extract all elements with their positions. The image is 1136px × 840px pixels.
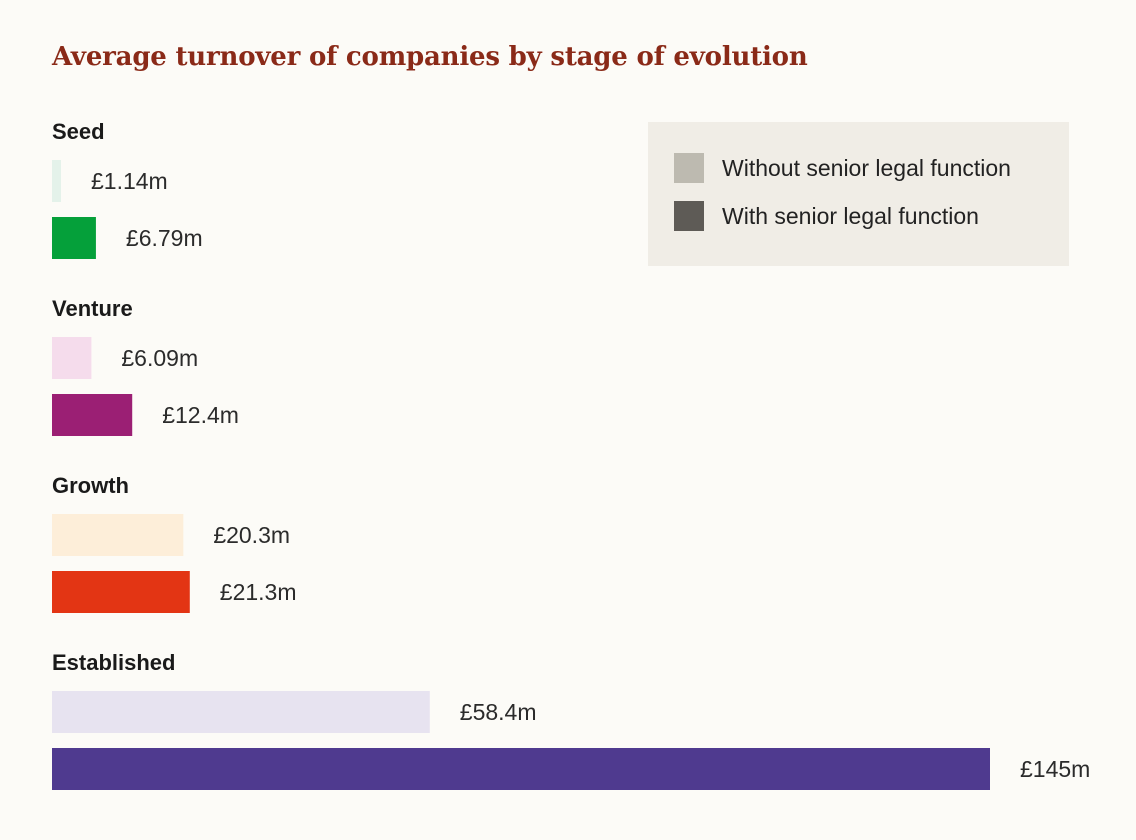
value-label-seed-without: £1.14m xyxy=(91,168,168,194)
legend-label-with: With senior legal function xyxy=(722,202,979,229)
value-label-growth-with: £21.3m xyxy=(220,579,297,605)
bar-established-with xyxy=(52,748,990,790)
legend-item-without: Without senior legal function xyxy=(674,153,1011,183)
bar-seed-with xyxy=(52,217,96,259)
value-label-seed-with: £6.79m xyxy=(126,225,203,251)
value-label-growth-without: £20.3m xyxy=(213,522,290,548)
category-label-growth: Growth xyxy=(52,473,129,498)
bar-seed-without xyxy=(52,160,61,202)
category-label-established: Established xyxy=(52,650,175,675)
value-label-established-with: £145m xyxy=(1020,756,1090,782)
bar-venture-with xyxy=(52,394,133,436)
legend-swatch-with xyxy=(674,201,704,231)
category-label-venture: Venture xyxy=(52,296,133,321)
legend-item-with: With senior legal function xyxy=(674,201,979,231)
value-label-established-without: £58.4m xyxy=(460,699,537,725)
bar-established-without xyxy=(52,691,430,733)
category-label-seed: Seed xyxy=(52,119,105,144)
legend: Without senior legal function With senio… xyxy=(648,122,1069,266)
legend-label-without: Without senior legal function xyxy=(722,154,1011,181)
bar-growth-without xyxy=(52,514,184,556)
bar-venture-without xyxy=(52,337,92,379)
legend-swatch-without xyxy=(674,153,704,183)
chart-title: Average turnover of companies by stage o… xyxy=(52,42,808,72)
value-label-venture-without: £6.09m xyxy=(121,345,198,371)
bar-growth-with xyxy=(52,571,190,613)
value-label-venture-with: £12.4m xyxy=(162,402,239,428)
